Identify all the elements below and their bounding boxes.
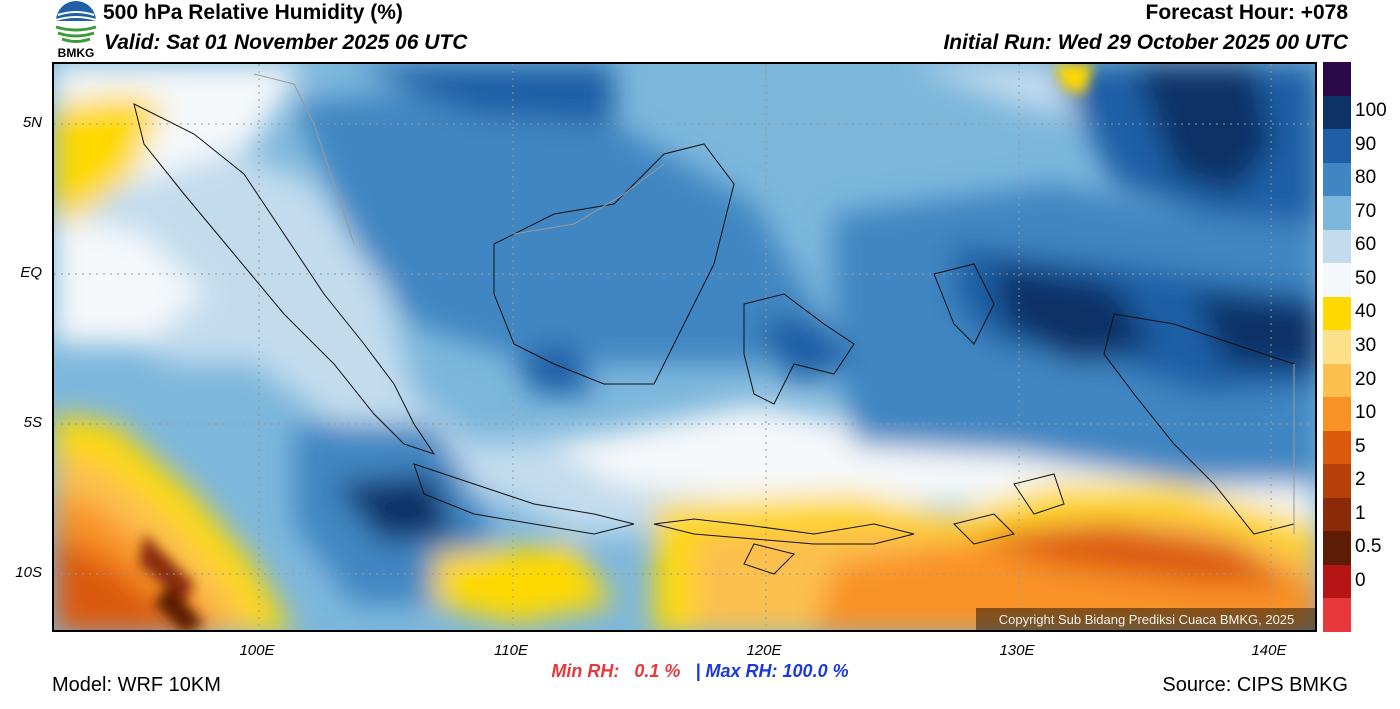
colorbar-label: 70 [1355, 200, 1377, 222]
colorbar-label: 0 [1355, 569, 1366, 591]
lon-label-110e: 110E [494, 642, 528, 659]
logo-text: BMKG [57, 46, 95, 60]
min-rh-value: 0.1 % [634, 661, 681, 681]
colorbar-label: 1 [1355, 502, 1366, 524]
colorbar-swatch [1323, 62, 1351, 97]
colorbar-swatch [1323, 296, 1351, 331]
colorbar-label: 60 [1355, 234, 1377, 256]
model-name: Model: WRF 10KM [52, 674, 221, 696]
lon-label-120e: 120E [746, 642, 782, 659]
bmkg-logo: BMKG [52, 1, 100, 61]
colorbar-label: 30 [1355, 335, 1377, 356]
colorbar-label: 90 [1355, 133, 1377, 155]
stats-separator: | [695, 661, 701, 681]
colorbar-swatch [1323, 464, 1351, 499]
colorbar-swatch [1323, 531, 1351, 566]
colorbar-label: 80 [1355, 167, 1377, 189]
lat-label-eq: EQ [20, 264, 42, 281]
map-title: 500 hPa Relative Humidity (%) [103, 1, 403, 24]
colorbar-label: 100 [1355, 100, 1387, 122]
max-rh-label: Max RH: [705, 661, 778, 681]
colorbar-swatch [1323, 330, 1351, 365]
colorbar-swatch [1323, 497, 1351, 532]
colorbar-label: 20 [1355, 368, 1377, 390]
colorbar-label: 40 [1355, 301, 1377, 323]
max-rh-value: 100.0 % [782, 661, 849, 681]
lat-label-5n: 5N [22, 114, 42, 131]
colorbar-label: 5 [1355, 435, 1366, 457]
colorbar-swatch [1323, 196, 1351, 231]
data-source: Source: CIPS BMKG [1162, 674, 1348, 696]
lon-label-100e: 100E [239, 642, 275, 659]
colorbar-label: 2 [1355, 469, 1366, 491]
lon-label-140e: 140E [1251, 642, 1287, 659]
humidity-map: Copyright Sub Bidang Prediksi Cuaca BMKG… [52, 62, 1317, 632]
colorbar-swatch [1323, 430, 1351, 465]
initial-run: Initial Run: Wed 29 October 2025 00 UTC [943, 31, 1348, 54]
colorbar-swatch [1323, 397, 1351, 432]
lat-label-10s: 10S [15, 564, 42, 581]
rh-stats: Min RH: 0.1 % | Max RH: 100.0 % [0, 661, 1400, 682]
colorbar-label: 0.5 [1355, 536, 1382, 558]
colorbar-swatch [1323, 564, 1351, 599]
lon-label-130e: 130E [999, 642, 1035, 659]
colorbar [1323, 62, 1351, 633]
colorbar-swatch [1323, 129, 1351, 164]
min-rh-label: Min RH: [551, 661, 620, 681]
colorbar-swatch [1323, 229, 1351, 264]
colorbar-swatch [1323, 263, 1351, 298]
colorbar-label: 50 [1355, 267, 1377, 289]
colorbar-swatch [1323, 598, 1351, 633]
lat-label-5s: 5S [23, 414, 42, 431]
forecast-hour: Forecast Hour: +078 [1145, 1, 1349, 24]
valid-time: Valid: Sat 01 November 2025 06 UTC [104, 31, 468, 54]
copyright-note: Copyright Sub Bidang Prediksi Cuaca BMKG… [976, 608, 1315, 630]
colorbar-swatch [1323, 95, 1351, 130]
colorbar-swatch [1323, 363, 1351, 398]
colorbar-swatch [1323, 162, 1351, 197]
colorbar-label: 10 [1355, 402, 1377, 424]
